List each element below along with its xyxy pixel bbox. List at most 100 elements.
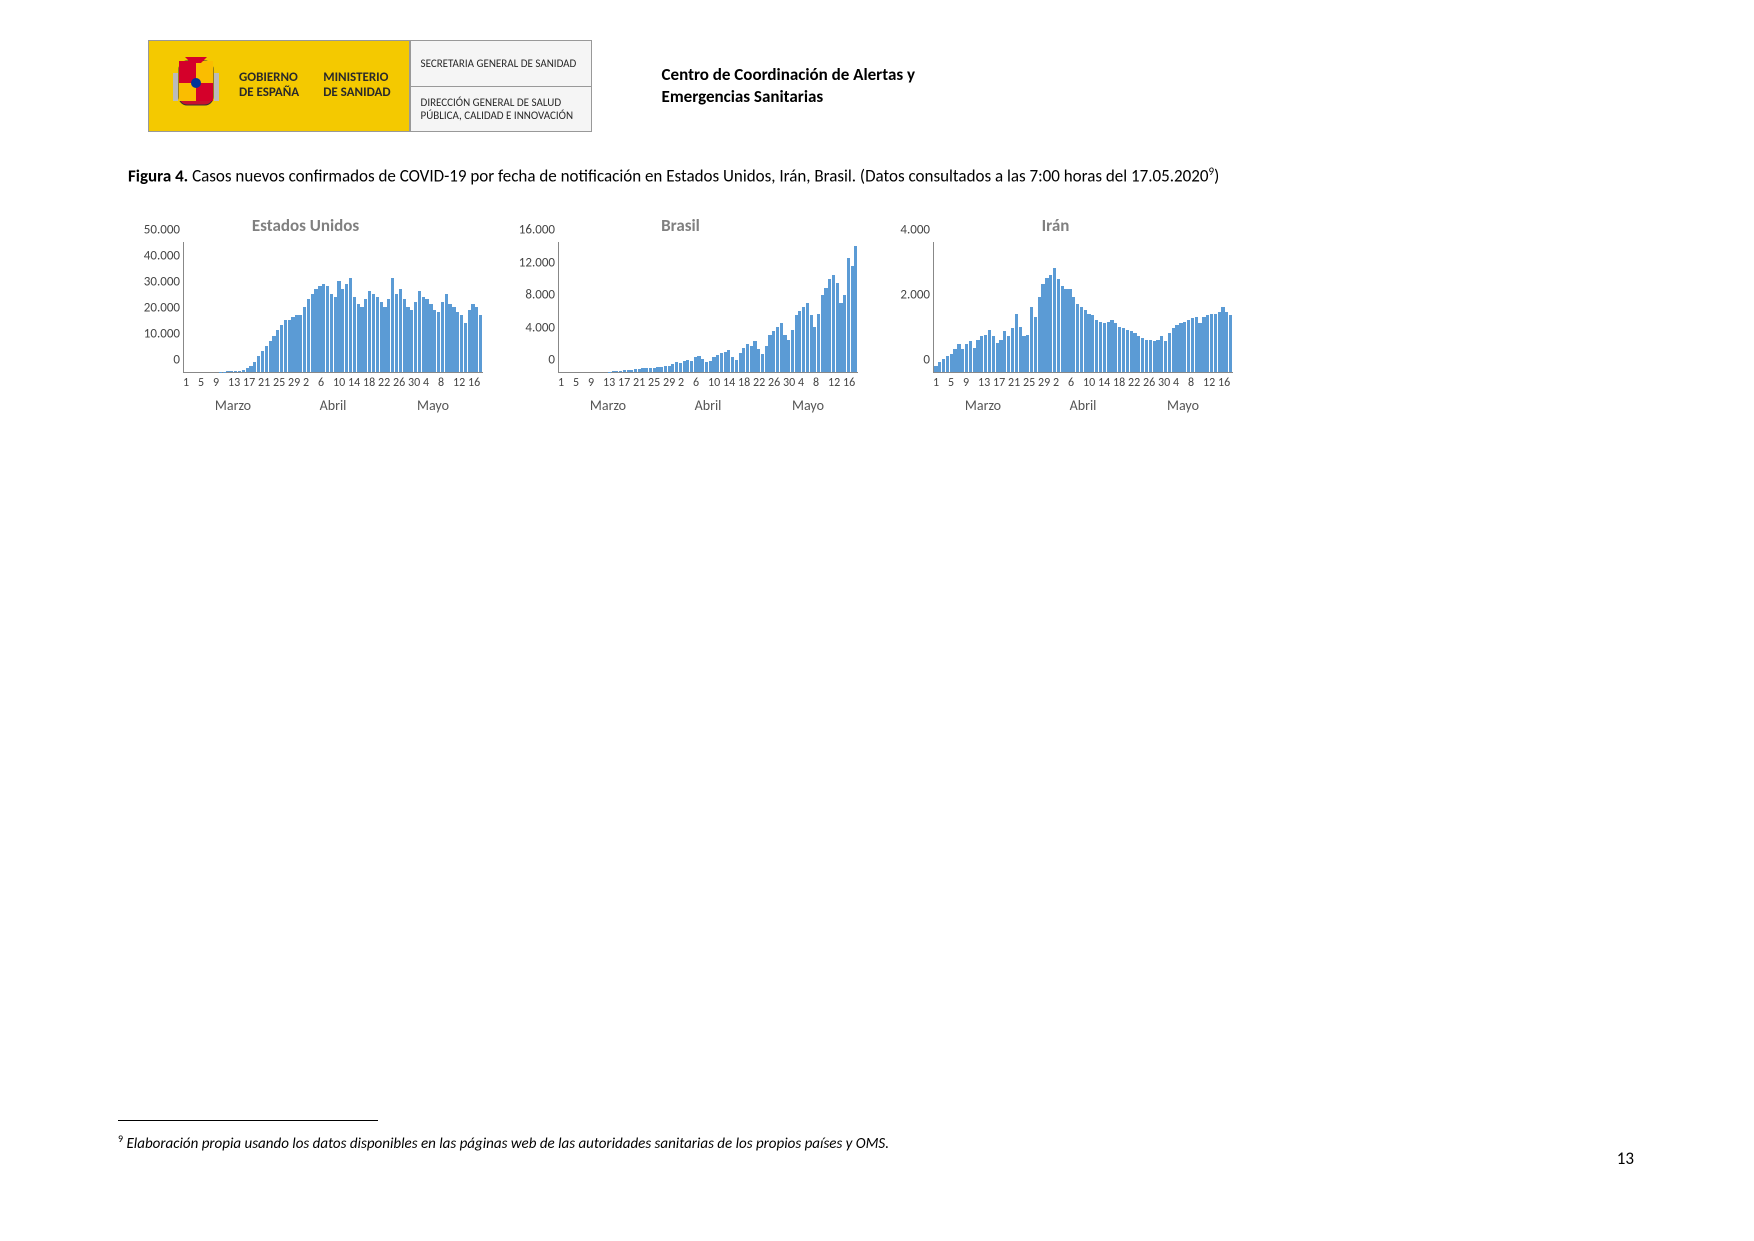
x-tick: 4: [423, 376, 438, 390]
bar: [679, 363, 682, 372]
bar: [387, 299, 390, 372]
month-label: Mayo: [1133, 397, 1233, 414]
bar: [403, 299, 406, 372]
bar: [1053, 268, 1056, 372]
x-axis-ticks: 159131721252926101418222630481216: [558, 376, 858, 390]
bar: [1175, 325, 1178, 372]
x-tick: 2: [303, 376, 318, 390]
chart-panel: Irán02.0004.0001591317212529261014182226…: [878, 215, 1233, 415]
bar: [303, 307, 306, 372]
x-tick: 9: [963, 376, 978, 390]
bar: [649, 368, 652, 372]
bar: [946, 356, 949, 372]
x-tick: 22: [378, 376, 393, 390]
x-tick: 13: [978, 376, 993, 390]
bar: [686, 360, 689, 372]
bar: [716, 355, 719, 372]
bar: [813, 327, 816, 372]
y-axis-ticks: 010.00020.00030.00040.00050.000: [128, 245, 180, 375]
chart-title: Irán: [878, 215, 1233, 236]
bar: [475, 307, 478, 372]
x-tick: 18: [363, 376, 378, 390]
bar: [429, 304, 432, 372]
bar: [634, 369, 637, 372]
x-tick: 13: [228, 376, 243, 390]
x-tick: 1: [183, 376, 198, 390]
month-label: Abril: [658, 397, 758, 414]
y-tick: 20.000: [130, 301, 180, 316]
bar: [1153, 341, 1156, 372]
y-axis-ticks: 02.0004.000: [878, 245, 930, 375]
month-label: Marzo: [933, 397, 1033, 414]
bar: [1206, 315, 1209, 372]
bar: [619, 371, 622, 372]
bar: [1064, 289, 1067, 372]
bar: [724, 352, 727, 372]
month-labels: MarzoAbrilMayo: [558, 397, 858, 414]
y-tick: 16.000: [505, 223, 555, 238]
bar: [1168, 333, 1171, 372]
plot-area: [933, 242, 1233, 373]
month-label: Mayo: [758, 397, 858, 414]
bar: [1225, 312, 1228, 372]
bar: [1022, 336, 1025, 372]
chart-title: Estados Unidos: [128, 215, 483, 236]
bar: [824, 288, 827, 372]
bar: [357, 304, 360, 372]
bar: [772, 331, 775, 372]
bar: [1114, 323, 1117, 372]
bar: [653, 368, 656, 372]
month-label: Marzo: [183, 397, 283, 414]
bar: [345, 284, 348, 372]
bar: [961, 349, 964, 372]
x-tick: 16: [468, 376, 483, 390]
bar: [318, 286, 321, 372]
x-axis-ticks: 159131721252926101418222630481216: [933, 376, 1233, 390]
footnote-rule: [118, 1120, 378, 1121]
x-tick: 13: [603, 376, 618, 390]
x-tick: 9: [588, 376, 603, 390]
x-tick: 12: [1203, 376, 1218, 390]
bar: [810, 315, 813, 372]
bar: [242, 370, 245, 372]
bar: [372, 294, 375, 372]
bar: [1133, 333, 1136, 372]
bar: [996, 343, 999, 372]
bar: [425, 299, 428, 372]
bar: [761, 354, 764, 372]
x-tick: 2: [678, 376, 693, 390]
bar: [1084, 310, 1087, 372]
y-tick: 0: [880, 353, 930, 368]
bar: [437, 312, 440, 372]
bar: [746, 344, 749, 372]
bar: [441, 302, 444, 372]
bar: [284, 320, 287, 372]
x-tick: 26: [1143, 376, 1158, 390]
bar: [448, 304, 451, 372]
bar: [330, 294, 333, 372]
bar: [683, 361, 686, 372]
bar: [341, 289, 344, 372]
bar: [836, 283, 839, 372]
bar: [291, 317, 294, 372]
bar: [468, 310, 471, 372]
x-tick: 16: [1218, 376, 1233, 390]
bar: [720, 353, 723, 372]
bar: [1172, 328, 1175, 372]
x-tick: 10: [1083, 376, 1098, 390]
bar: [787, 340, 790, 373]
bar: [1141, 338, 1144, 372]
bar: [1107, 322, 1110, 372]
bar: [753, 341, 756, 372]
bar: [843, 295, 846, 372]
bar: [414, 302, 417, 372]
bar: [1049, 275, 1052, 373]
bar: [950, 354, 953, 372]
bar: [791, 330, 794, 372]
x-tick: 21: [1008, 376, 1023, 390]
x-tick: 26: [768, 376, 783, 390]
x-tick: 29: [288, 376, 303, 390]
bar: [406, 307, 409, 372]
bars: [184, 242, 483, 372]
bar: [230, 371, 233, 372]
